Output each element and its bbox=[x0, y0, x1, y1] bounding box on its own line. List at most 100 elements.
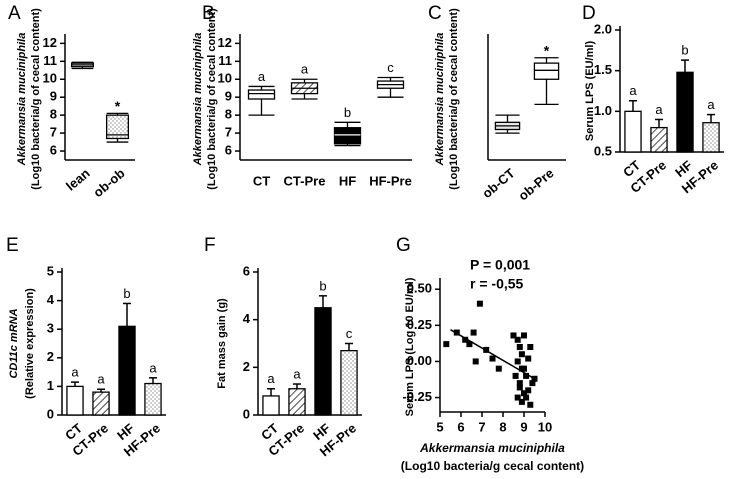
y-axis-title: Serum LPS (EU/ml) bbox=[584, 41, 596, 142]
y-tick-label: 3 bbox=[47, 321, 54, 336]
y-tick-label: 2 bbox=[243, 359, 250, 374]
bar bbox=[314, 307, 332, 416]
panel-label: C bbox=[428, 3, 442, 24]
point bbox=[514, 358, 521, 365]
y-tick-label: 0.25 bbox=[407, 317, 432, 332]
point bbox=[470, 329, 477, 336]
y-axis-title: Serum LPS (Log 10 EU/ml) bbox=[404, 277, 416, 416]
y-tick-label: 4 bbox=[243, 311, 251, 326]
point bbox=[476, 300, 483, 307]
y-tick-label: 4 bbox=[47, 292, 55, 307]
y-axis-title: CD11c mRNA bbox=[8, 308, 20, 378]
x-axis-title: Akkermansia muciniphila bbox=[419, 441, 565, 455]
point bbox=[516, 344, 523, 350]
significance-label: * bbox=[544, 42, 550, 58]
point bbox=[521, 390, 527, 397]
y-tick-label: 0.50 bbox=[407, 281, 432, 296]
y-axis-title: Fat mass gain (g) bbox=[216, 298, 228, 389]
point bbox=[516, 380, 523, 387]
point bbox=[443, 341, 450, 348]
stat-annotation: r = -0,55 bbox=[470, 276, 524, 292]
x-tick-label: CT-Pre bbox=[284, 173, 326, 188]
y-tick-label: 1.0 bbox=[594, 103, 612, 118]
y-tick-label: 0 bbox=[243, 406, 250, 421]
point bbox=[529, 380, 536, 387]
y-tick-label: 6 bbox=[50, 142, 57, 157]
x-tick-label: 5 bbox=[436, 419, 443, 434]
box bbox=[333, 127, 362, 145]
y-tick-label: 11 bbox=[43, 53, 57, 68]
point bbox=[514, 336, 521, 343]
bar bbox=[650, 126, 668, 153]
y-tick-label: 7 bbox=[50, 125, 57, 140]
significance-label: b bbox=[681, 43, 688, 58]
panel-label: G bbox=[396, 235, 411, 256]
bar bbox=[118, 325, 136, 416]
x-axis-title: (Log10 bacteria/g cecal content) bbox=[401, 459, 584, 473]
panel-label: A bbox=[8, 3, 21, 24]
bar bbox=[92, 391, 110, 416]
y-tick-label: 10 bbox=[43, 71, 57, 86]
point bbox=[462, 336, 469, 343]
significance-label: a bbox=[655, 102, 663, 117]
box bbox=[247, 89, 276, 100]
point bbox=[521, 332, 527, 339]
y-axis-title: (Relative expression) bbox=[24, 288, 36, 399]
y-tick-label: 8 bbox=[225, 107, 232, 122]
y-tick-label: 8 bbox=[50, 107, 57, 122]
significance-label: b bbox=[344, 105, 351, 120]
x-tick-label: 7 bbox=[478, 419, 485, 434]
bar bbox=[288, 388, 306, 416]
y-tick-label: 2 bbox=[47, 349, 54, 364]
y-axis-title: (Log10 bacteria/g of cecal content) bbox=[448, 8, 460, 190]
y-tick-label: 9 bbox=[225, 89, 232, 104]
point bbox=[523, 394, 530, 401]
y-tick-label: 0 bbox=[47, 406, 54, 421]
y-axis-title: Akkermansia muciniphila bbox=[192, 33, 204, 167]
point bbox=[525, 387, 532, 394]
significance-label: c bbox=[346, 326, 353, 341]
y-tick-label: -0.25 bbox=[402, 389, 432, 404]
significance-label: a bbox=[707, 97, 715, 112]
x-tick-label: 10 bbox=[538, 419, 552, 434]
point bbox=[514, 394, 521, 401]
significance-label: c bbox=[387, 60, 394, 75]
x-tick-label: ob-Pre bbox=[515, 165, 556, 203]
x-tick-label: 9 bbox=[520, 419, 527, 434]
y-tick-label: 6 bbox=[243, 263, 250, 278]
y-tick-label: 10 bbox=[218, 71, 232, 86]
y-tick-label: 12 bbox=[43, 35, 57, 50]
point bbox=[472, 358, 479, 365]
significance-label: a bbox=[71, 365, 79, 380]
y-tick-label: 12 bbox=[218, 35, 232, 50]
panel-label: E bbox=[6, 235, 19, 256]
point bbox=[512, 372, 519, 379]
x-tick-label: HF-Pre bbox=[369, 173, 412, 188]
significance-label: a bbox=[149, 360, 157, 375]
x-tick-label: 8 bbox=[499, 419, 506, 434]
point bbox=[525, 355, 532, 362]
point bbox=[489, 355, 496, 362]
y-tick-label: 1.5 bbox=[594, 62, 612, 77]
box bbox=[106, 114, 130, 140]
y-tick-label: 6 bbox=[225, 142, 232, 157]
bar bbox=[66, 385, 84, 416]
bar bbox=[144, 382, 162, 416]
x-tick-label: HF bbox=[339, 173, 356, 188]
point bbox=[518, 351, 525, 358]
point bbox=[516, 384, 523, 391]
significance-label: a bbox=[258, 69, 266, 84]
point bbox=[495, 365, 502, 372]
bar bbox=[340, 349, 358, 416]
significance-label: * bbox=[115, 98, 121, 114]
point bbox=[518, 398, 525, 405]
y-tick-label: 11 bbox=[218, 53, 232, 68]
x-tick-label: lean bbox=[63, 165, 93, 193]
y-tick-label: 9 bbox=[50, 89, 57, 104]
point bbox=[527, 401, 534, 408]
point bbox=[527, 344, 534, 350]
y-tick-label: 0.5 bbox=[594, 143, 612, 158]
point bbox=[466, 341, 473, 348]
panel-label: F bbox=[204, 235, 216, 256]
bar bbox=[702, 122, 720, 153]
